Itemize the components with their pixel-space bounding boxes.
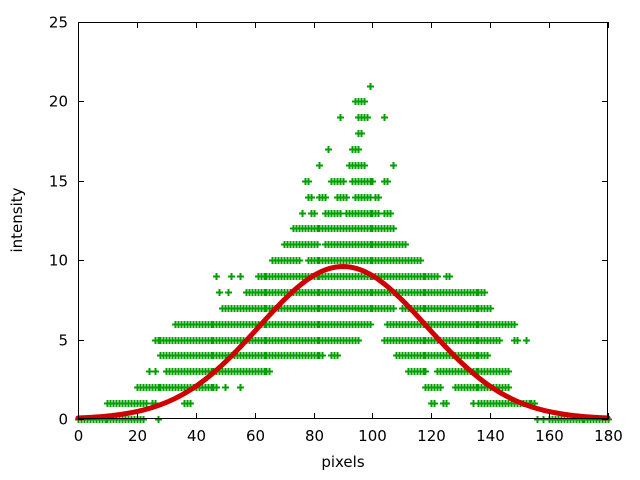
axis-ticks-layer	[78, 22, 609, 420]
y-tick-label: 25	[49, 14, 68, 32]
x-tick-label: 140	[476, 427, 505, 445]
gaussian-fit-curve	[75, 264, 611, 421]
y-tick-label: 20	[49, 93, 68, 111]
x-tick-label: 120	[417, 427, 446, 445]
y-axis-title: intensity	[8, 187, 26, 252]
y-tick-label: 15	[49, 173, 68, 191]
y-tick-label: 10	[49, 252, 68, 270]
x-tick-label: 100	[358, 427, 387, 445]
axes-frame-layer	[78, 22, 608, 419]
x-tick-label: 60	[246, 427, 265, 445]
x-tick-label: 0	[74, 427, 84, 445]
x-tick-label: 80	[305, 427, 324, 445]
fit-curve-layer	[75, 264, 611, 421]
y-tick-label: 0	[58, 411, 68, 429]
x-axis-title: pixels	[321, 453, 365, 471]
x-tick-label: 160	[535, 427, 564, 445]
y-tick-label: 5	[58, 332, 68, 350]
axis-labels-layer: 0 20 40 60 80 100 120 140 160 180 0 5 10 15 20 25	[49, 14, 623, 446]
x-tick-label: 20	[128, 427, 147, 445]
x-tick-label: 40	[187, 427, 206, 445]
x-tick-label: 180	[594, 427, 623, 445]
